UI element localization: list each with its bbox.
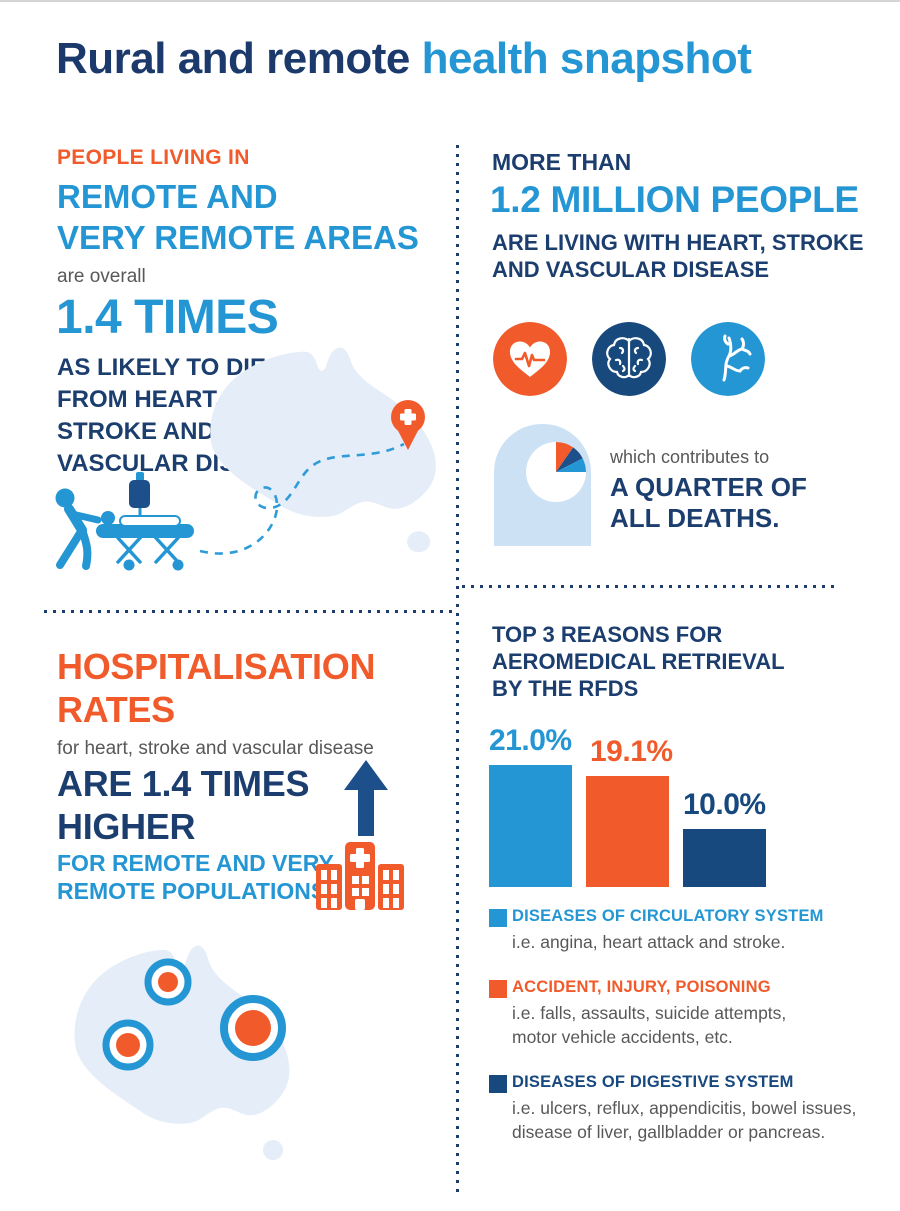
tasmania-dot	[263, 1140, 283, 1160]
detail-line: AS LIKELY TO DIE	[57, 354, 266, 381]
target-marker	[144, 958, 192, 1006]
head-silhouette	[494, 424, 591, 546]
hospitalisation-rates-headline: HOSPITALISATION RATES	[57, 645, 375, 731]
australia-map-shape	[74, 945, 290, 1124]
heading-line: BY THE RFDS	[492, 676, 639, 701]
vertical-dotted-divider	[456, 145, 459, 1193]
legend-swatch	[489, 909, 507, 927]
legend-desc-line: i.e. falls, assaults, suicide attempts,	[512, 1003, 787, 1023]
stat-line: HIGHER	[57, 806, 196, 847]
people-living-in-kicker: PEOPLE LIVING IN	[57, 146, 250, 169]
detail-line: FROM HEART,	[57, 386, 221, 413]
heading-line: AEROMEDICAL RETRIEVAL	[492, 649, 785, 674]
hospital-icon	[316, 842, 404, 910]
legend-desc-line: motor vehicle accidents, etc.	[512, 1027, 733, 1047]
page-top-border	[0, 0, 900, 2]
hospitalisation-sub: for heart, stroke and vascular disease	[57, 738, 374, 759]
legend-swatch	[489, 1075, 507, 1093]
stat-line: A QUARTER OF	[610, 472, 807, 502]
bar-2	[683, 829, 766, 887]
dashed-route-path	[199, 442, 405, 555]
bar-value-label: 10.0%	[683, 788, 766, 821]
legend-swatch	[489, 980, 507, 998]
heading-line: TOP 3 REASONS FOR	[492, 622, 723, 647]
legend-desc-line: i.e. angina, heart attack and stroke.	[512, 932, 786, 952]
up-arrow-icon	[344, 760, 388, 836]
legend-desc-line: disease of liver, gallbladder or pancrea…	[512, 1122, 826, 1142]
bar-0	[489, 765, 572, 887]
map-ambulance-illustration	[55, 347, 436, 571]
australia-map-targets	[74, 945, 290, 1160]
target-marker	[220, 995, 286, 1061]
page-title: Rural and remote health snapshot	[56, 34, 752, 84]
pie-wedge-navy	[556, 447, 583, 472]
headline-line: HOSPITALISATION	[57, 646, 376, 687]
page-title-dark: Rural and remote	[56, 34, 422, 83]
pie-wedge-blue	[556, 458, 586, 472]
headline-line: RATES	[57, 689, 175, 730]
bar-chart: 21.0% 19.1% 10.0%	[489, 712, 789, 887]
detail-line: AND VASCULAR DISEASE	[492, 257, 770, 282]
disease-icon-row	[493, 322, 765, 396]
detail-line: ARE LIVING WITH HEART, STROKE	[492, 230, 864, 255]
times-higher-stat: ARE 1.4 TIMES HIGHER	[57, 762, 309, 848]
target-marker	[102, 1019, 154, 1071]
detail-line: FOR REMOTE AND VERY	[57, 850, 334, 876]
australia-map-shape	[210, 347, 436, 553]
living-with-disease-detail: ARE LIVING WITH HEART, STROKE AND VASCUL…	[492, 229, 864, 283]
chart-legend: DISEASES OF CIRCULATORY SYSTEM i.e. angin…	[489, 907, 889, 1168]
times-stat: 1.4 TIMES	[56, 291, 279, 344]
remote-populations-detail: FOR REMOTE AND VERY REMOTE POPULATIONS.	[57, 849, 334, 905]
artery-icon	[691, 322, 765, 396]
horizontal-dotted-divider-right	[462, 585, 838, 588]
stat-line: ARE 1.4 TIMES	[57, 763, 310, 804]
contribution-lead: which contributes to	[610, 447, 770, 467]
legend-item: ACCIDENT, INJURY, POISONING i.e. falls, a…	[489, 978, 889, 1049]
quarter-pie-chart	[526, 442, 586, 502]
remote-areas-headline: REMOTE AND VERY REMOTE AREAS	[57, 176, 419, 258]
heart-pulse-icon	[493, 322, 567, 396]
legend-label: DISEASES OF DIGESTIVE SYSTEM	[512, 1073, 794, 1091]
tasmania-dot	[407, 531, 431, 553]
page-title-accent: health snapshot	[421, 34, 752, 83]
quarter-of-deaths-stat: A QUARTER OF ALL DEATHS.	[610, 472, 807, 534]
top-3-reasons-heading: TOP 3 REASONS FOR AEROMEDICAL RETRIEVAL …	[492, 621, 785, 702]
bar-1	[586, 776, 669, 887]
pie-wedge-orange	[556, 442, 574, 472]
likely-to-die-detail: AS LIKELY TO DIE FROM HEART, STROKE AND …	[57, 352, 307, 480]
stat-line: ALL DEATHS.	[610, 503, 780, 533]
detail-line: STROKE AND	[57, 418, 215, 445]
legend-label: DISEASES OF CIRCULATORY SYSTEM	[512, 907, 824, 925]
detail-line: REMOTE POPULATIONS.	[57, 878, 333, 904]
bar-value-label: 21.0%	[489, 724, 572, 757]
horizontal-dotted-divider-left	[44, 610, 456, 613]
more-than-kicker: MORE THAN	[492, 149, 632, 175]
legend-desc-line: i.e. ulcers, reflux, appendicitis, bowel…	[512, 1098, 857, 1118]
are-overall-lead: are overall	[57, 266, 146, 287]
brain-icon	[592, 322, 666, 396]
headline-line: VERY REMOTE AREAS	[57, 219, 419, 256]
bar-value-label: 19.1%	[590, 735, 673, 768]
location-pin-icon	[391, 400, 425, 450]
legend-item: DISEASES OF DIGESTIVE SYSTEM i.e. ulcers,…	[489, 1073, 889, 1144]
legend-label: ACCIDENT, INJURY, POISONING	[512, 978, 771, 996]
ambulance-stretcher-icon	[55, 472, 194, 571]
million-people-stat: 1.2 MILLION PEOPLE	[490, 179, 859, 220]
headline-line: REMOTE AND	[57, 178, 278, 215]
legend-item: DISEASES OF CIRCULATORY SYSTEM i.e. angin…	[489, 907, 889, 954]
